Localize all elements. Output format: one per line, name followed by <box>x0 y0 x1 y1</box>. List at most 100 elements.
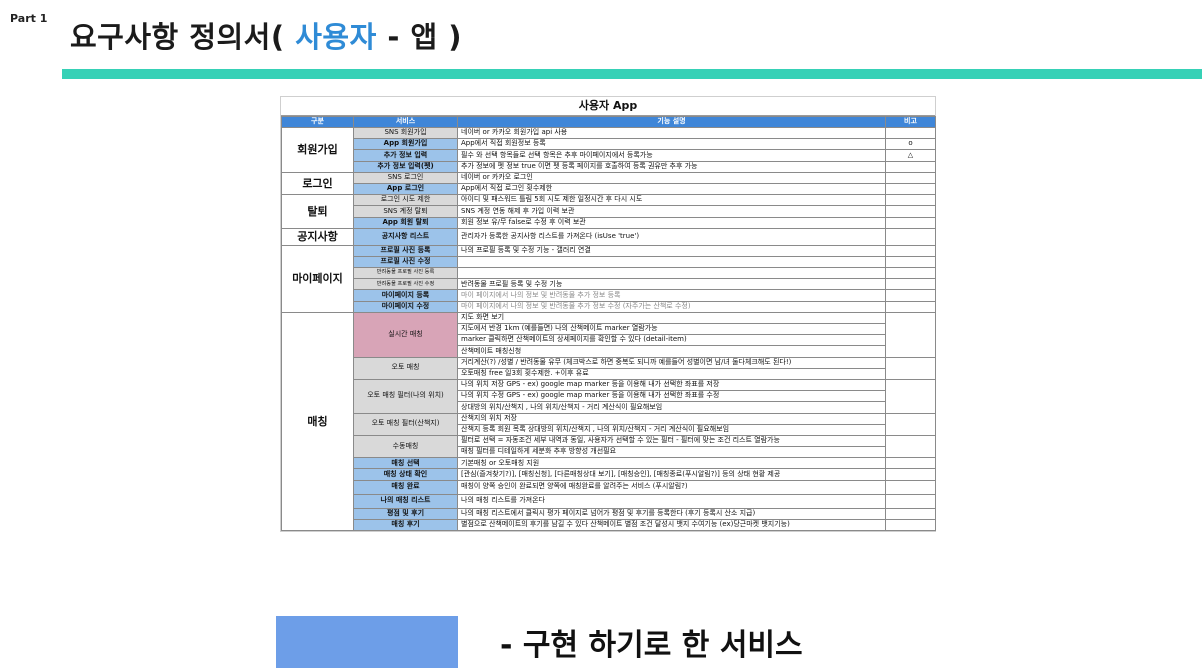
table-row: App 회원 탈퇴 회원 정보 유/무 false로 수정 후 이력 보관 <box>282 216 936 229</box>
note-cell <box>885 434 936 459</box>
table-row: 나의 매칭 리스트 나의 매칭 리스트를 가져온다 <box>282 493 936 509</box>
description-cell: 산책지 등록 회원 목록 상대방의 위치/산책지 , 나의 위치/산책지 - 거… <box>457 423 886 436</box>
description-cell: 네이버 or 카카오 회원가입 api 사용 <box>457 126 886 140</box>
service-cell: SNS 회원가입 <box>353 126 458 140</box>
service-cell: 오토 매칭 <box>353 356 458 380</box>
table-row: 매칭 후기 별점으로 산책메이트의 후기를 남길 수 있다 산책메이트 별점 조건… <box>282 518 936 532</box>
table-row: 오토 매칭 거리계산(?) /성별 / 반려동물 유무 (체크박스로 하면 중복도… <box>282 356 936 380</box>
service-cell: 반려동물 프로필 사진 수정 <box>353 278 458 291</box>
header-description: 기능 설명 <box>457 116 886 128</box>
description-cell: 거리계산(?) /성별 / 반려동물 유무 (체크박스로 하면 중복도 되니까 … <box>457 356 886 369</box>
category-cell: 회원가입 <box>281 127 354 173</box>
table-row: 로그인 SNS 로그인 네이버 or 카카오 로그인 <box>281 171 936 196</box>
table-row: App 로그인 App에서 직접 로그인 횟수제한 <box>282 182 936 196</box>
note-cell <box>885 356 936 380</box>
requirements-table: 사용자 App 구분 서비스 기능 설명 비고 회원가입 SNS 회원가입 네이버 … <box>280 96 936 532</box>
service-cell: SNS 계정 탈퇴 <box>353 205 458 218</box>
table-row: 회원가입 SNS 회원가입 네이버 or 카카오 회원가입 api 사용 <box>281 126 936 173</box>
note-cell <box>885 412 936 436</box>
service-cell: 매칭 상태 확인 <box>353 468 458 481</box>
table-row: 마이페이지 등록 마이 페이지에서 나의 정보 및 반려동물 추가 정보 등록 <box>282 289 936 302</box>
table-row: 마이페이지 프로필 사진 등록 나의 프로필 등록 및 수정 기능 - 갤러리 연결 <box>281 244 936 313</box>
service-cell: 공지사항 리스트 <box>353 227 458 246</box>
table-body: 회원가입 SNS 회원가입 네이버 or 카카오 회원가입 api 사용 App 회원… <box>281 126 936 532</box>
table-row: 오토 매칭 필터(산책지) 산책지의 위치 저장 <box>282 412 936 436</box>
note-cell <box>885 244 936 257</box>
table-row: 매칭 상태 확인 [관심(즐겨찾기?)], [매칭신청], [다른매칭상대 보기]… <box>282 468 936 481</box>
table-title: 사용자 App <box>281 97 935 116</box>
table-row: 프로필 사진 수정 <box>282 255 936 269</box>
service-cell: 마이페이지 수정 <box>353 300 458 313</box>
note-cell <box>885 311 936 358</box>
description-cell: [관심(즐겨찾기?)], [매칭신청], [다른매칭상대 보기], [매칭승인]… <box>457 468 886 481</box>
table-header-row: 구분 서비스 기능 설명 비고 <box>281 116 936 128</box>
description-cell: 별점으로 산책메이트의 후기를 남길 수 있다 산책메이트 별점 조건 달성시 … <box>457 518 886 532</box>
table-row: App 회원가입 App에서 직접 회원정보 등록 o <box>282 138 936 151</box>
description-cell: 나의 위치 저장 GPS - ex) google map marker 등을 … <box>457 378 886 392</box>
note-cell <box>885 126 936 140</box>
note-cell <box>885 278 936 291</box>
note-cell <box>885 378 936 414</box>
service-cell: 추가 정보 입력(펫) <box>353 160 458 173</box>
title-prefix: 요구사항 정의서( <box>70 20 296 54</box>
description-cell: 필터로 선택 = 자동조건 세부 내역과 동일, 사용자가 선택할 수 있는 필… <box>457 434 886 448</box>
note-cell: △ <box>885 149 936 162</box>
description-cell: 필수 와 선택 항목들로 선택 항목은 추후 마이페이지에서 등록가능 <box>457 149 886 162</box>
title-accent: 사용자 <box>295 20 377 54</box>
description-cell: 반려동물 프로필 등록 및 수정 기능 <box>457 278 886 291</box>
header-category: 구분 <box>281 116 354 128</box>
note-cell <box>885 479 936 495</box>
description-cell: 마이 페이지에서 나의 정보 및 반려동물 추가 정보 등록 <box>457 289 886 302</box>
description-cell: 나의 매칭 리스트에서 클릭시 평가 페이지로 넘어가 평점 및 후기를 등록한… <box>457 507 886 520</box>
service-cell: 매칭 완료 <box>353 479 458 495</box>
service-cell: 로그인 시도 제한 <box>353 194 458 207</box>
table-row: 탈퇴 로그인 시도 제한 아이디 및 패스워드 틀림 5회 시도 제한 일정시간 후… <box>281 194 936 229</box>
description-cell: 매칭이 양쪽 승인이 완료되면 양쪽에 매칭완료를 알려주는 서비스 (푸시알림… <box>457 479 886 495</box>
table-row: 평점 및 후기 나의 매칭 리스트에서 클릭시 평가 페이지로 넘어가 평점 및 … <box>282 507 936 520</box>
table-row: 공지사항 공지사항 리스트 관리자가 등록한 공지사항 리스트를 가져온다 (isU… <box>281 227 936 246</box>
description-cell <box>457 267 886 280</box>
note-cell <box>885 182 936 196</box>
note-cell <box>885 457 936 470</box>
table-row: 반려동물 프로필 사진 등록 <box>282 267 936 280</box>
service-cell: App 로그인 <box>353 182 458 196</box>
note-cell <box>885 507 936 520</box>
service-cell: 나의 매칭 리스트 <box>353 493 458 509</box>
description-cell: 상대방의 위치/산책지 , 나의 위치/산책지 - 거리 계산식이 필요해보임 <box>457 401 886 414</box>
category-cell: 공지사항 <box>281 227 354 246</box>
legend-label: - 구현 하기로 한 서비스 <box>500 628 803 663</box>
description-cell: 나의 매칭 리스트를 가져온다 <box>457 493 886 509</box>
category-cell: 로그인 <box>281 171 354 196</box>
description-cell: 네이버 or 카카오 로그인 <box>457 171 886 184</box>
service-cell: 프로필 사진 등록 <box>353 244 458 257</box>
description-cell: 관리자가 등록한 공지사항 리스트를 가져온다 (isUse 'true') <box>457 227 886 246</box>
description-cell: 기본매칭 or 오토매칭 지원 <box>457 457 886 470</box>
service-cell: 프로필 사진 수정 <box>353 255 458 269</box>
note-cell <box>885 518 936 532</box>
table-row: 추가 정보 입력 필수 와 선택 항목들로 선택 항목은 추후 마이페이지에서 등… <box>282 149 936 162</box>
slide-title: 요구사항 정의서( 사용자 - 앱 ) <box>70 14 462 56</box>
category-cell: 매칭 <box>281 311 354 532</box>
part-label: Part 1 <box>10 12 48 25</box>
description-cell: 오토매칭 free 일3회 횟수제한. +이후 유료 <box>457 367 886 380</box>
service-cell: App 회원가입 <box>353 138 458 151</box>
note-cell <box>885 468 936 481</box>
service-cell: 실시간 매칭 <box>353 311 458 358</box>
service-cell: 수동매칭 <box>353 434 458 459</box>
service-cell: 매칭 후기 <box>353 518 458 532</box>
service-cell: App 회원 탈퇴 <box>353 216 458 229</box>
description-cell: 나의 프로필 등록 및 수정 기능 - 갤러리 연결 <box>457 244 886 257</box>
service-cell: SNS 로그인 <box>353 171 458 184</box>
note-cell <box>885 216 936 229</box>
table-row: 수동매칭 필터로 선택 = 자동조건 세부 내역과 동일, 사용자가 선택할 수 … <box>282 434 936 459</box>
description-cell: 나의 위치 수정 GPS - ex) google map marker 등을 … <box>457 390 886 403</box>
note-cell <box>885 205 936 218</box>
description-cell: App에서 직접 로그인 횟수제한 <box>457 182 886 196</box>
service-cell: 반려동물 프로필 사진 등록 <box>353 267 458 280</box>
description-cell <box>457 255 886 269</box>
service-cell: 매칭 선택 <box>353 457 458 470</box>
accent-divider <box>62 69 1202 79</box>
note-cell <box>885 267 936 280</box>
service-cell: 마이페이지 등록 <box>353 289 458 302</box>
note-cell <box>885 300 936 313</box>
